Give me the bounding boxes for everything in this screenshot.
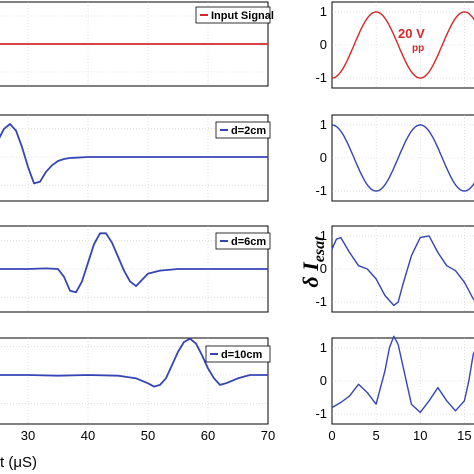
legend-label-3: d=6cm bbox=[231, 236, 266, 248]
y-tick-label: -1 bbox=[315, 294, 327, 309]
right-series-line-3 bbox=[331, 235, 474, 307]
legend-label-4: d=10cm bbox=[221, 349, 262, 361]
legend-label-2: d=2cm bbox=[231, 125, 266, 137]
y-tick-label: -1 bbox=[315, 183, 327, 198]
x-tick-label: 0 bbox=[328, 428, 335, 443]
x-tick-label: 50 bbox=[141, 428, 155, 443]
x-tick-label: 40 bbox=[81, 428, 95, 443]
right-series-line-1 bbox=[331, 11, 474, 79]
x-tick-label: 5 bbox=[373, 428, 380, 443]
right-panel-frame-1 bbox=[331, 1, 474, 89]
x-tick-label: 15 bbox=[457, 428, 471, 443]
series-line-4 bbox=[0, 337, 268, 388]
x-tick-label: 30 bbox=[21, 428, 35, 443]
amplitude-annotation: 20 V bbox=[398, 26, 425, 41]
right-series-line-2 bbox=[331, 124, 474, 192]
amplitude-annotation-sub: pp bbox=[412, 43, 424, 54]
legend-box-2 bbox=[215, 121, 271, 139]
y-tick-label: 0 bbox=[320, 150, 327, 165]
legend-label-1: Input Signal bbox=[211, 10, 274, 22]
left-panel-3: d=6cm bbox=[0, 225, 271, 313]
series-line-2 bbox=[0, 123, 268, 185]
y-tick-label: -1 bbox=[315, 70, 327, 85]
right-panel-2: -1 0 1 bbox=[315, 114, 474, 202]
y-tick-label: 1 bbox=[320, 340, 327, 355]
right-series-line-4 bbox=[331, 335, 474, 414]
y-axis-label-sub: esat bbox=[311, 236, 328, 262]
y-axis-label-main: δ I bbox=[298, 261, 323, 288]
right-panel-frame-2 bbox=[331, 114, 474, 202]
legend-box-4 bbox=[205, 345, 271, 363]
legend-box-1 bbox=[195, 6, 271, 24]
y-tick-label: -1 bbox=[315, 406, 327, 421]
left-panel-4: d=10cm 30 40 50 60 70 bbox=[0, 337, 275, 443]
left-panel-2: d=2cm bbox=[0, 114, 271, 202]
right-panel-1: -1 0 1 20 V pp bbox=[315, 1, 474, 89]
right-panel-frame-4 bbox=[331, 337, 474, 425]
y-tick-label: 0 bbox=[320, 261, 327, 276]
right-panel-3: -1 0 1 bbox=[315, 225, 474, 313]
left-panel-1: Input Signal bbox=[0, 1, 274, 87]
y-tick-label: 1 bbox=[320, 228, 327, 243]
y-tick-label: 1 bbox=[320, 4, 327, 19]
y-axis-label: δ Iesat bbox=[298, 236, 328, 288]
x-axis-label: t (μS) bbox=[0, 454, 37, 471]
x-tick-label: 70 bbox=[261, 428, 275, 443]
x-tick-label: 60 bbox=[201, 428, 215, 443]
y-tick-label: 0 bbox=[320, 373, 327, 388]
x-tick-label: 10 bbox=[413, 428, 427, 443]
y-tick-label: 1 bbox=[320, 117, 327, 132]
y-tick-label: 0 bbox=[320, 37, 327, 52]
series-line-3 bbox=[0, 232, 268, 294]
legend-box-3 bbox=[215, 232, 271, 250]
right-panel-frame-3 bbox=[331, 225, 474, 313]
